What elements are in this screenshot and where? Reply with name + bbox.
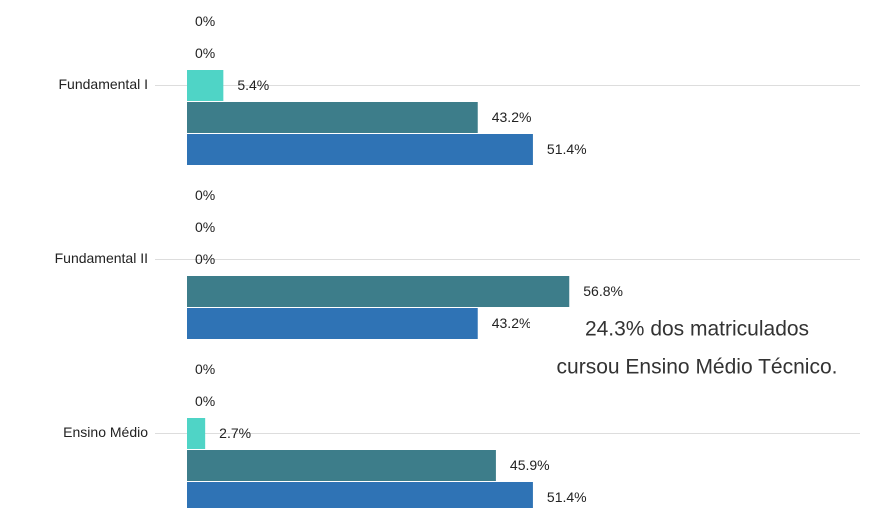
annotation-bg [530,313,871,385]
data-label: 51.4% [547,489,587,505]
bar [187,102,478,133]
data-label: 43.2% [492,315,532,331]
annotation: 24.3% dos matriculados [585,318,809,341]
bar [187,450,496,481]
data-label: 0% [195,251,215,267]
bar [187,134,533,165]
bar [187,70,224,101]
data-label: 0% [195,219,215,235]
data-label: 0% [195,393,215,409]
bar [187,418,206,449]
annotation: cursou Ensino Médio Técnico. [557,356,838,379]
data-label: 0% [195,361,215,377]
bar [187,276,570,307]
data-label: 2.7% [219,425,251,441]
data-label: 0% [195,13,215,29]
data-label: 51.4% [547,141,587,157]
y-tick-label: Fundamental I [59,76,149,92]
bar [187,308,478,339]
data-label: 56.8% [583,283,623,299]
y-tick-label: Ensino Médio [63,424,148,440]
data-label: 0% [195,187,215,203]
data-label: 43.2% [492,109,532,125]
data-label: 0% [195,45,215,61]
y-tick-label: Fundamental II [55,250,148,266]
data-label: 45.9% [510,457,550,473]
bar [187,482,533,508]
data-label: 5.4% [237,77,269,93]
